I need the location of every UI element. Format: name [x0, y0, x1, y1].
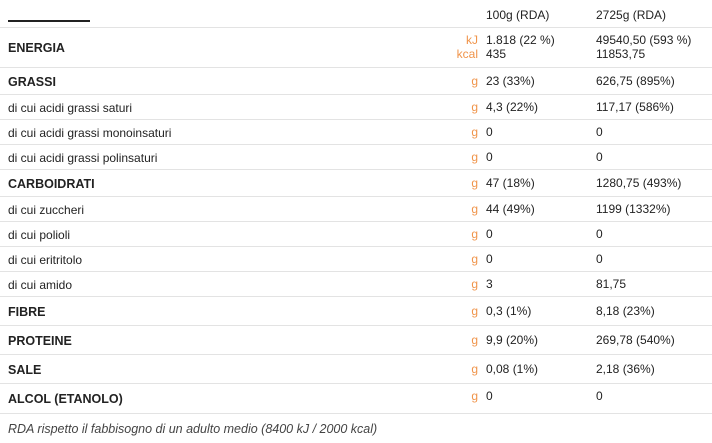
unit: g: [471, 304, 478, 318]
value-total: 1199 (1332%): [596, 202, 671, 216]
value-100g: 0: [486, 150, 493, 164]
row-label: di cui eritritolo: [8, 252, 83, 267]
table-row: di cui zuccheri g 44 (49%) 1199 (1332%): [0, 197, 712, 222]
unit: g: [471, 150, 478, 164]
table-row: ENERGIA kJ kcal 1.818 (22 %) 435 49540,50 (59…: [0, 28, 712, 68]
table-row: di cui amido g 3 81,75: [0, 272, 712, 297]
value-total: 0: [596, 150, 603, 164]
value-100g: 0: [486, 227, 493, 241]
unit: g: [471, 333, 478, 347]
unit: g: [471, 100, 478, 114]
row-label: di cui amido: [8, 277, 73, 292]
column-header: 2725g (RDA): [596, 8, 667, 22]
row-label: ENERGIA: [8, 41, 65, 55]
unit: g: [471, 252, 478, 266]
unit: g: [471, 125, 478, 139]
value-total: 0: [596, 227, 603, 241]
row-label: FIBRE: [8, 304, 46, 319]
value-100g: 0: [486, 125, 493, 139]
table-row: di cui acidi grassi monoinsaturi g 0 0: [0, 120, 712, 145]
value-100g: 0,3 (1%): [486, 304, 532, 318]
unit: g: [471, 388, 478, 403]
unit: g: [471, 362, 478, 376]
row-label: di cui polioli: [8, 227, 71, 242]
row-label: GRASSI: [8, 74, 56, 89]
table-row: di cui acidi grassi polinsaturi g 0 0: [0, 145, 712, 170]
value-100g: 0: [486, 388, 493, 403]
table-row: PROTEINE g 9,9 (20%) 269,78 (540%): [0, 326, 712, 355]
row-label: di cui zuccheri: [8, 202, 85, 217]
unit: kJ: [466, 33, 478, 47]
table-row: di cui acidi grassi saturi g 4,3 (22%) 117,…: [0, 95, 712, 120]
table-row: SALE g 0,08 (1%) 2,18 (36%): [0, 355, 712, 384]
row-label: di cui acidi grassi monoinsaturi: [8, 125, 172, 140]
unit: g: [471, 202, 478, 216]
value-total: 11853,75: [596, 47, 646, 61]
row-label: di cui acidi grassi polinsaturi: [8, 150, 158, 165]
value-total: 0: [596, 388, 603, 403]
footnote: RDA rispetto il fabbisogno di un adulto …: [8, 422, 378, 436]
table-row: di cui eritritolo g 0 0: [0, 247, 712, 272]
header-rule: [8, 20, 90, 22]
header-row: [0, 0, 712, 28]
unit: g: [471, 74, 478, 88]
unit: kcal: [456, 47, 478, 61]
value-100g: 9,9 (20%): [486, 333, 539, 347]
value-total: 0: [596, 125, 603, 139]
value-total: 269,78 (540%): [596, 333, 675, 347]
value-total: 117,17 (586%): [596, 100, 674, 114]
value-100g: 44 (49%): [486, 202, 535, 216]
value-total: 0: [596, 252, 603, 266]
value-100g: 47 (18%): [486, 176, 535, 190]
value-total: 8,18 (23%): [596, 304, 655, 318]
row-label: di cui acidi grassi saturi: [8, 100, 133, 115]
unit: g: [471, 176, 478, 190]
value-100g: 3: [486, 277, 493, 291]
value-100g: 0,08 (1%): [486, 362, 539, 376]
value-100g: 1.818 (22 %): [486, 33, 555, 47]
row-label: CARBOIDRATI: [8, 176, 95, 191]
row-label: ALCOL (ETANOLO): [8, 392, 123, 406]
value-total: 2,18 (36%): [596, 362, 655, 376]
table-row: ALCOL (ETANOLO) g 0 0: [0, 384, 712, 414]
value-100g: 0: [486, 252, 493, 266]
table-row: CARBOIDRATI g 47 (18%) 1280,75 (493%): [0, 170, 712, 197]
value-total: 1280,75 (493%): [596, 176, 682, 190]
value-100g: 4,3 (22%): [486, 100, 539, 114]
row-label: SALE: [8, 362, 42, 377]
column-header: 100g (RDA): [486, 8, 550, 22]
value-total: 626,75 (895%): [596, 74, 675, 88]
row-label: PROTEINE: [8, 333, 72, 348]
unit: g: [471, 277, 478, 291]
table-row: di cui polioli g 0 0: [0, 222, 712, 247]
value-100g: 23 (33%): [486, 74, 535, 88]
table-row: FIBRE g 0,3 (1%) 8,18 (23%): [0, 297, 712, 326]
value-total: 81,75: [596, 277, 627, 291]
unit: g: [471, 227, 478, 241]
value-total: 49540,50 (593 %): [596, 33, 692, 47]
table-row: GRASSI g 23 (33%) 626,75 (895%): [0, 68, 712, 95]
value-100g: 435: [486, 47, 507, 61]
